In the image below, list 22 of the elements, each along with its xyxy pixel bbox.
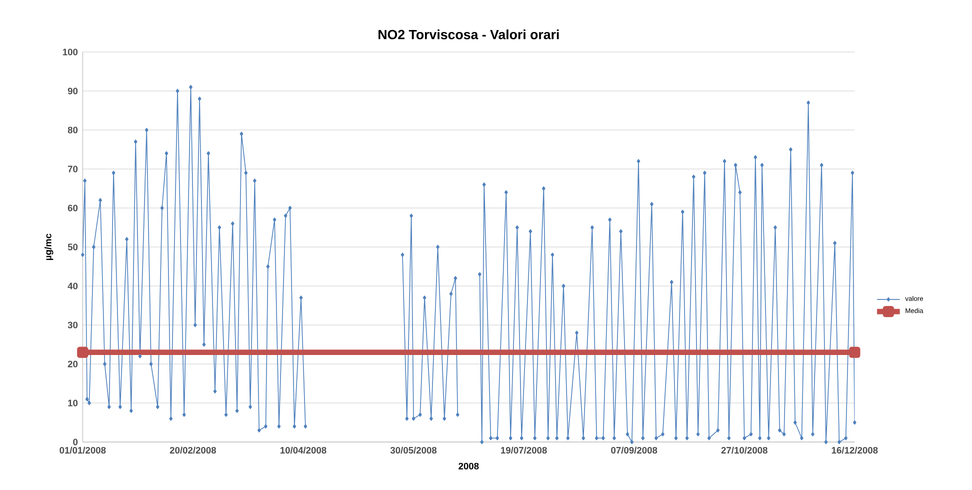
y-tick-label: 100: [62, 48, 78, 56]
x-tick-label: 07/09/2008: [611, 446, 658, 454]
x-axis-title: 2008: [458, 462, 479, 470]
y-tick-label: 50: [68, 244, 78, 250]
x-tick-label: 10/04/2008: [280, 446, 326, 454]
x-tick-label: 19/07/2008: [501, 446, 547, 454]
y-tick-label: 90: [68, 88, 78, 94]
y-tick-label: 0: [73, 438, 78, 446]
x-tick-label: 16/12/2008: [832, 446, 878, 454]
y-tick-label: 70: [68, 166, 78, 172]
x-tick-label: 27/10/2008: [721, 446, 768, 454]
y-tick-label: 20: [68, 360, 78, 368]
x-tick-label: 20/02/2008: [170, 446, 216, 454]
y-tick-label: 30: [68, 322, 78, 328]
chart-title: NO2 Torviscosa - Valori orari: [378, 30, 559, 40]
y-tick-label: 60: [68, 204, 78, 212]
x-tick-label: 30/05/2008: [390, 446, 437, 454]
y-axis-title: µg/mc: [44, 234, 54, 260]
y-tick-label: 40: [68, 282, 78, 290]
y-tick-label: 80: [68, 126, 78, 134]
y-tick-label: 10: [68, 400, 78, 406]
x-tick-label: 01/01/2008: [60, 446, 106, 454]
